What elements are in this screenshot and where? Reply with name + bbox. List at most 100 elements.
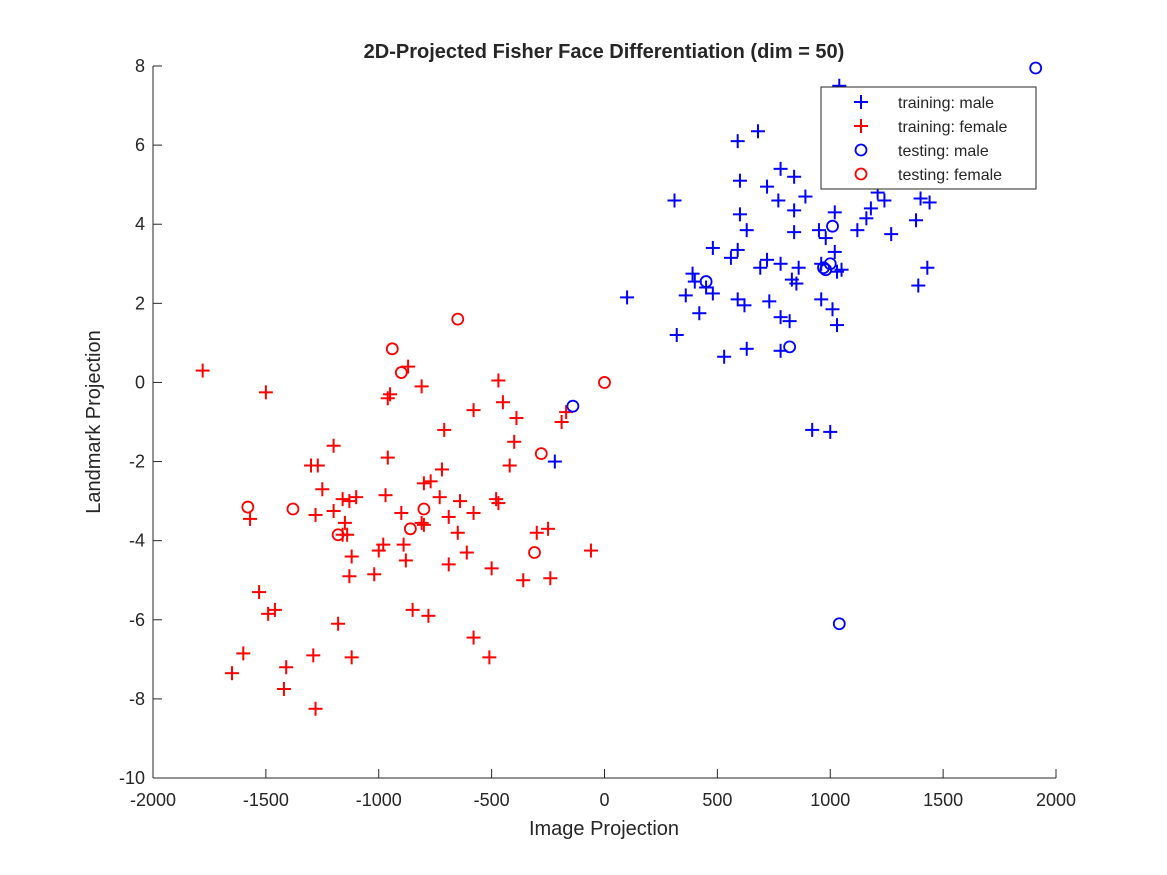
plus-marker: [791, 260, 806, 275]
series-1: [195, 359, 598, 716]
plus-marker: [773, 310, 788, 325]
plus-marker: [667, 193, 682, 208]
plus-marker: [787, 225, 802, 240]
plus-marker: [398, 553, 413, 568]
plus-marker: [459, 545, 474, 560]
plus-marker: [739, 341, 754, 356]
plus-marker: [751, 124, 766, 139]
plus-marker: [491, 373, 506, 388]
plus-marker: [378, 488, 393, 503]
plus-marker: [583, 543, 598, 558]
plus-marker: [349, 490, 364, 505]
plus-marker: [337, 515, 352, 530]
plus-marker: [367, 567, 382, 582]
y-tick-label: 0: [135, 372, 145, 392]
plus-marker: [434, 462, 449, 477]
plus-marker: [331, 616, 346, 631]
x-tick-label: -500: [474, 790, 510, 810]
legend-marker: [854, 143, 868, 157]
plus-marker: [739, 223, 754, 238]
circle-marker: [451, 312, 465, 326]
plus-marker: [466, 403, 481, 418]
plus-marker: [811, 223, 826, 238]
x-tick-label: 1500: [923, 790, 963, 810]
plus-marker: [225, 666, 240, 681]
legend-label: testing: female: [898, 167, 1002, 184]
circle-marker: [566, 399, 580, 413]
plus-marker: [692, 306, 707, 321]
y-tick-label: 6: [135, 135, 145, 155]
plot-area: -2000 -1500 -1000 -500 0 500 1000 1500 2000 -10 -8…: [119, 56, 1076, 810]
circle-marker: [286, 502, 300, 516]
plus-marker: [344, 549, 359, 564]
plus-marker: [723, 250, 738, 265]
x-tick-label: 2000: [1036, 790, 1076, 810]
plus-marker: [547, 454, 562, 469]
plus-marker: [687, 274, 702, 289]
plus-marker: [814, 292, 829, 307]
plus-marker: [453, 494, 468, 509]
x-tick-label: -2000: [130, 790, 176, 810]
circle-marker: [331, 528, 345, 542]
legend-entry: training: male: [854, 95, 994, 112]
plus-marker: [310, 458, 325, 473]
circle-marker: [385, 342, 399, 356]
legend-entry: training: female: [854, 119, 1007, 136]
plus-marker: [669, 327, 684, 342]
axis-tick-labels: -2000 -1500 -1000 -500 0 500 1000 1500 2000 -10 -8…: [119, 56, 1076, 810]
y-tick-label: 8: [135, 56, 145, 76]
plus-marker: [922, 195, 937, 210]
plus-marker: [529, 525, 544, 540]
plus-marker: [414, 515, 429, 530]
plus-marker: [335, 527, 350, 542]
circle-marker: [819, 263, 833, 277]
circle-marker: [826, 219, 839, 233]
x-tick-label: 500: [702, 790, 732, 810]
circle-marker: [699, 275, 713, 288]
plus-marker: [516, 573, 531, 588]
plus-marker: [784, 272, 799, 287]
plus-marker: [416, 517, 431, 532]
plus-marker: [437, 422, 452, 437]
plus-marker: [834, 262, 849, 277]
plus-marker: [773, 161, 788, 176]
plus-marker: [732, 173, 747, 188]
y-axis-label: Landmark Projection: [83, 330, 105, 513]
plus-marker: [243, 511, 258, 526]
y-tick-label: -4: [129, 531, 145, 551]
plus-marker: [326, 438, 341, 453]
plus-marker: [760, 179, 775, 194]
circle-marker: [403, 522, 417, 536]
x-axis-label: Image Projection: [529, 818, 679, 840]
circle-marker: [417, 502, 431, 516]
series-3: [241, 312, 611, 559]
plus-marker: [762, 294, 777, 309]
axis-ticks: [152, 65, 1057, 779]
plus-marker: [850, 223, 865, 238]
plus-marker: [863, 201, 878, 216]
y-tick-label: -6: [129, 610, 145, 630]
plus-marker: [507, 434, 522, 449]
legend-entry: testing: male: [854, 143, 989, 160]
plus-marker: [705, 286, 720, 301]
series-0: [547, 78, 937, 469]
plus-marker: [859, 211, 874, 226]
plus-marker: [236, 646, 251, 661]
plus-marker: [913, 191, 928, 206]
y-tick-label: -8: [129, 689, 145, 709]
plus-marker: [308, 701, 323, 716]
legend-marker: [854, 167, 868, 181]
plus-marker: [396, 537, 411, 552]
legend-label: training: female: [898, 119, 1007, 136]
plus-marker: [825, 302, 840, 317]
legend-marker: [854, 95, 868, 109]
plus-marker: [730, 242, 745, 257]
plus-marker: [620, 290, 635, 305]
plus-marker: [773, 256, 788, 271]
plus-marker: [717, 349, 732, 364]
plus-marker: [432, 490, 447, 505]
plus-marker: [543, 571, 558, 586]
plus-marker: [441, 509, 456, 524]
plus-marker: [554, 415, 569, 429]
